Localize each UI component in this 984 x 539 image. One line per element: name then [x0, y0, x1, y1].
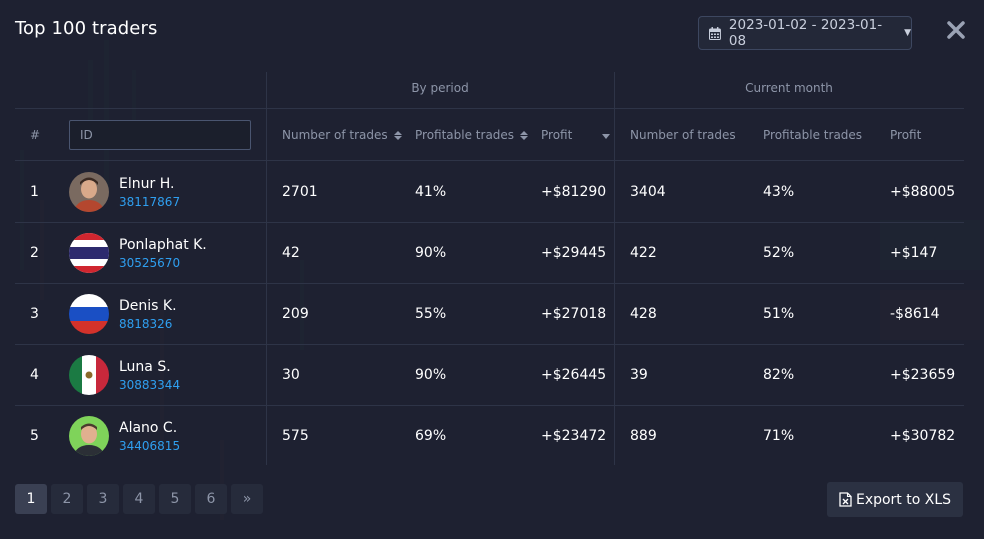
rank-cell: 4	[30, 366, 39, 383]
month-trades-cell: 428	[630, 305, 657, 322]
trader-id-link[interactable]: 30525670	[119, 256, 181, 270]
period-profitable-cell: 69%	[415, 427, 447, 444]
export-label: Export to XLS	[855, 491, 952, 508]
date-range-picker[interactable]: 2023-01-02 - 2023-01-08 ▼	[698, 16, 912, 50]
chevron-down-icon: ▼	[904, 28, 911, 38]
period-profit-cell: +$23472	[541, 427, 607, 444]
month-trades-header: Number of trades	[630, 128, 736, 142]
pagination: 1 2 3 4 5 6 »	[15, 484, 263, 514]
person-photo-icon	[69, 416, 109, 456]
period-trades-cell: 42	[282, 244, 300, 261]
period-profitable-cell: 41%	[415, 183, 447, 200]
month-profit-cell: -$8614	[890, 305, 940, 322]
period-profit-cell: +$29445	[541, 244, 607, 261]
page-6-button[interactable]: 6	[195, 484, 227, 514]
month-trades-cell: 39	[630, 366, 648, 383]
avatar	[69, 355, 109, 395]
period-profit-cell: +$26445	[541, 366, 607, 383]
trader-id-link[interactable]: 38117867	[119, 195, 181, 209]
period-trades-cell: 209	[282, 305, 309, 322]
trader-name: Alano C.	[119, 420, 178, 436]
month-profit-cell: +$23659	[890, 366, 956, 383]
month-profitable-cell: 82%	[763, 366, 795, 383]
group-by-period: By period	[411, 81, 469, 95]
sort-desc-icon[interactable]	[602, 134, 610, 139]
table-row[interactable]: 2 Ponlaphat K. 30525670 42 90% +$29445 4…	[15, 222, 964, 283]
page-4-button[interactable]: 4	[123, 484, 155, 514]
period-trades-header[interactable]: Number of trades	[282, 128, 402, 142]
file-excel-icon	[839, 492, 852, 507]
column-group-row: By period Current month	[15, 72, 964, 108]
period-profitable-cell: 55%	[415, 305, 447, 322]
rank-header: #	[30, 128, 41, 142]
mexico-flag-icon	[69, 355, 109, 395]
avatar	[69, 172, 109, 212]
russia-flag-icon	[69, 294, 109, 334]
avatar	[69, 294, 109, 334]
rank-cell: 5	[30, 427, 39, 444]
avatar	[69, 416, 109, 456]
table-row[interactable]: 5 Alano C. 34406815 575 69% +$23472 889 …	[15, 405, 964, 466]
month-trades-cell: 3404	[630, 183, 666, 200]
period-profit-cell: +$81290	[541, 183, 607, 200]
month-profitable-cell: 71%	[763, 427, 795, 444]
period-profit-label: Profit	[541, 128, 573, 142]
period-trades-cell: 2701	[282, 183, 318, 200]
calendar-icon	[709, 26, 721, 40]
export-xls-button[interactable]: Export to XLS	[827, 482, 963, 517]
page-2-button[interactable]: 2	[51, 484, 83, 514]
period-profitable-cell: 90%	[415, 244, 447, 261]
trader-id-link[interactable]: 8818326	[119, 317, 173, 331]
table-row[interactable]: 3 Denis K. 8818326 209 55% +$27018 428 5…	[15, 283, 964, 344]
avatar	[69, 233, 109, 273]
period-profitable-label: Profitable trades	[415, 128, 515, 142]
month-profit-cell: +$30782	[890, 427, 956, 444]
page-3-button[interactable]: 3	[87, 484, 119, 514]
trader-name: Luna S.	[119, 359, 171, 375]
page-5-button[interactable]: 5	[159, 484, 191, 514]
period-profitable-cell: 90%	[415, 366, 447, 383]
sort-icon	[520, 130, 529, 140]
close-icon[interactable]	[945, 19, 967, 41]
rank-cell: 3	[30, 305, 39, 322]
period-trades-cell: 30	[282, 366, 300, 383]
period-trades-label: Number of trades	[282, 128, 388, 142]
month-profitable-header: Profitable trades	[763, 128, 863, 142]
period-trades-cell: 575	[282, 427, 309, 444]
date-range-value: 2023-01-02 - 2023-01-08	[728, 17, 883, 49]
month-profitable-cell: 43%	[763, 183, 795, 200]
month-profit-cell: +$88005	[890, 183, 956, 200]
sort-icon	[393, 130, 402, 140]
page-title: Top 100 traders	[15, 18, 158, 39]
month-trades-cell: 422	[630, 244, 657, 261]
trader-name: Ponlaphat K.	[119, 237, 207, 253]
trader-name: Denis K.	[119, 298, 177, 314]
next-page-button[interactable]: »	[231, 484, 263, 514]
table-row[interactable]: 4 Luna S. 30883344 30 90% +$26445 39 82%…	[15, 344, 964, 405]
period-profit-cell: +$27018	[541, 305, 607, 322]
thailand-flag-icon	[69, 233, 109, 273]
month-profitable-cell: 51%	[763, 305, 795, 322]
trader-id-link[interactable]: 30883344	[119, 378, 181, 392]
month-trades-cell: 889	[630, 427, 657, 444]
person-photo-icon	[69, 172, 109, 212]
period-profitable-header[interactable]: Profitable trades	[415, 128, 529, 142]
group-current-month: Current month	[745, 81, 833, 95]
month-profit-header: Profit	[890, 128, 922, 142]
page-1-button[interactable]: 1	[15, 484, 47, 514]
rank-cell: 2	[30, 244, 39, 261]
trader-name: Elnur H.	[119, 176, 175, 192]
trader-id-link[interactable]: 34406815	[119, 439, 181, 453]
table-row[interactable]: 1 Elnur H. 38117867 2701 41% +$81290 340…	[15, 161, 964, 222]
period-profit-header[interactable]: Profit	[541, 128, 572, 142]
month-profit-cell: +$147	[890, 244, 938, 261]
id-search-input[interactable]	[69, 120, 251, 150]
month-profitable-cell: 52%	[763, 244, 795, 261]
rank-cell: 1	[30, 183, 39, 200]
